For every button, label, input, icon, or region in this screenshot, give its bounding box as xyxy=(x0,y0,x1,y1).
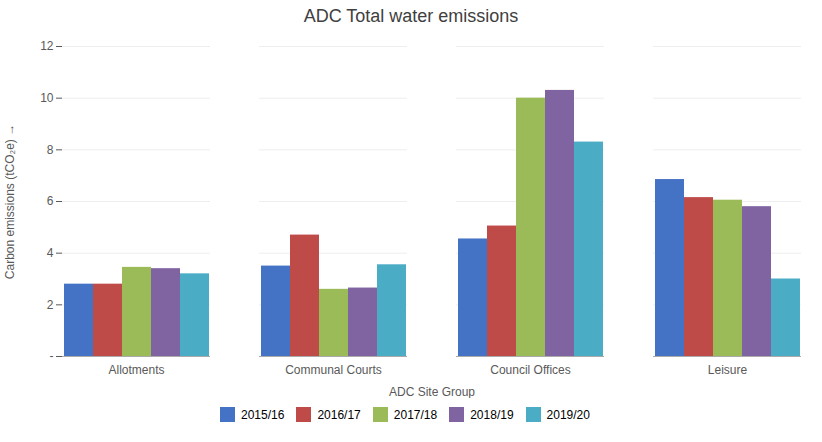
svg-text:8: 8 xyxy=(47,143,54,157)
svg-text:-: - xyxy=(50,349,54,363)
svg-text:Allotments: Allotments xyxy=(108,363,164,377)
svg-text:ADC Site Group: ADC Site Group xyxy=(389,385,475,399)
svg-text:12: 12 xyxy=(40,39,54,53)
svg-text:Carbon emissions (tCO₂e) →: Carbon emissions (tCO₂e) → xyxy=(3,124,17,279)
svg-text:2: 2 xyxy=(47,298,54,312)
html-text:2018/19: 2018/19 xyxy=(470,407,514,422)
html-text:2017/18: 2017/18 xyxy=(393,407,438,422)
svg-text:10: 10 xyxy=(40,91,54,105)
svg-text:Council Offices: Council Offices xyxy=(490,363,570,377)
html-text:ADC Total water emissions: ADC Total water emissions xyxy=(303,6,519,26)
svg-text:4: 4 xyxy=(47,246,54,260)
html-text:2015/16: 2015/16 xyxy=(241,407,285,422)
svg-text:Communal Courts: Communal Courts xyxy=(285,363,382,377)
svg-text:Leisure: Leisure xyxy=(708,363,748,377)
svg-text:6: 6 xyxy=(47,194,54,208)
html-text:2019/20: 2019/20 xyxy=(546,407,590,422)
html-text:2016/17: 2016/17 xyxy=(317,407,361,422)
